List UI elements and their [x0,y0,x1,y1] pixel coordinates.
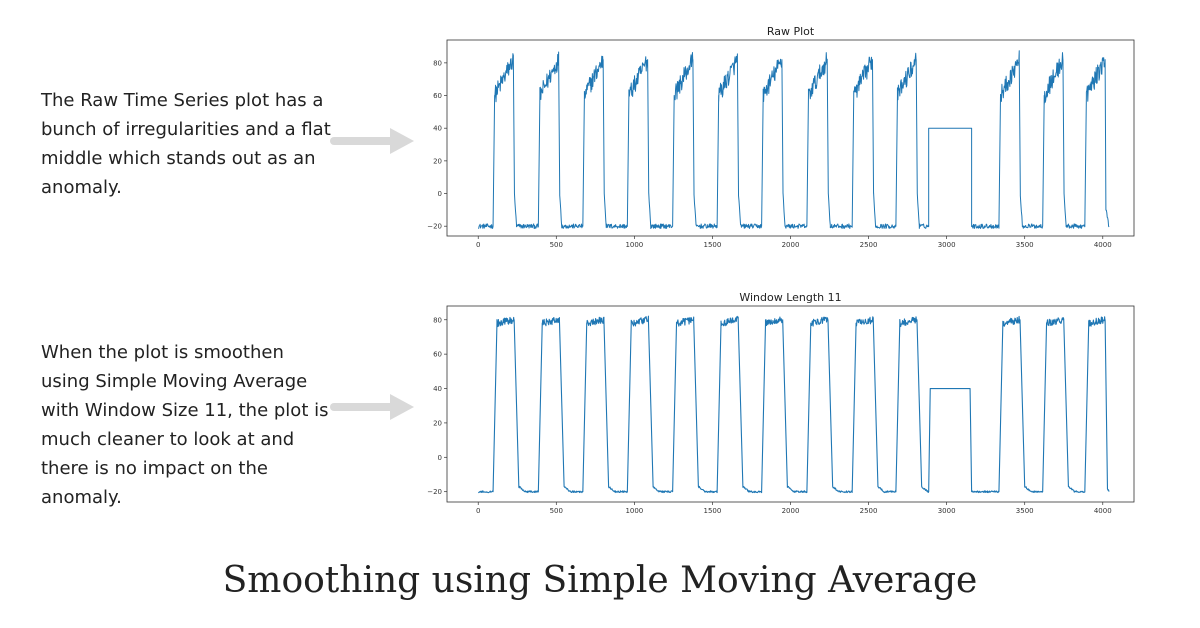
y-tick-label: 60 [433,351,442,359]
x-tick-label: 3500 [1016,507,1034,515]
y-tick-label: −20 [427,223,442,231]
x-tick-label: 2500 [860,241,878,249]
y-tick-label: 60 [433,92,442,100]
x-tick-label: 3500 [1016,241,1034,249]
raw-plot-description: The Raw Time Series plot has a bunch of … [41,90,331,198]
y-tick-label: 40 [433,125,442,133]
plot-frame [446,39,1135,237]
chart-title: Window Length 11 [739,291,841,304]
x-tick-label: 4000 [1094,241,1112,249]
chart-svg: Raw Plot 0 500 1000 1500 2000 2500 3000 3500 4000… [427,25,1135,249]
x-tick-label: 0 [476,507,480,515]
y-tick-label: 20 [433,419,442,427]
series-line [478,50,1110,229]
x-tick-label: 1000 [625,507,643,515]
y-tick-label: −20 [427,488,442,496]
y-tick-label: 0 [438,190,442,198]
y-tick-label: 0 [438,454,442,462]
y-tick-label: 80 [433,316,442,324]
x-tick-label: 500 [550,507,563,515]
x-tick-label: 4000 [1094,507,1112,515]
x-tick-label: 2000 [782,241,800,249]
x-tick-label: 3000 [938,507,956,515]
x-tick-label: 0 [476,241,480,249]
x-tick-label: 2000 [782,507,800,515]
smoothed-plot-description: When the plot is smoothen using Simple M… [41,342,329,508]
page-title: Smoothing using Simple Moving Average [222,560,978,601]
y-tick-label: 40 [433,385,442,393]
chart-svg: Window Length 11 0 500 1000 1500 2000 2500 3000… [427,291,1135,515]
right-arrow-icon [330,394,414,420]
plot-frame [446,305,1135,503]
x-tick-label: 3000 [938,241,956,249]
series-line [478,315,1110,494]
raw-plot-chart: Raw Plot 0 500 1000 1500 2000 2500 3000 3500 4000… [425,24,1140,256]
x-tick-label: 1000 [625,241,643,249]
chart-title: Raw Plot [767,25,815,38]
y-tick-label: 80 [433,59,442,67]
x-tick-label: 2500 [860,507,878,515]
right-arrow-icon [330,128,414,154]
x-tick-label: 1500 [704,241,722,249]
y-tick-label: 20 [433,157,442,165]
x-tick-label: 500 [550,241,563,249]
window-length-11-chart: Window Length 11 0 500 1000 1500 2000 2500 3000… [425,290,1140,522]
x-tick-label: 1500 [704,507,722,515]
